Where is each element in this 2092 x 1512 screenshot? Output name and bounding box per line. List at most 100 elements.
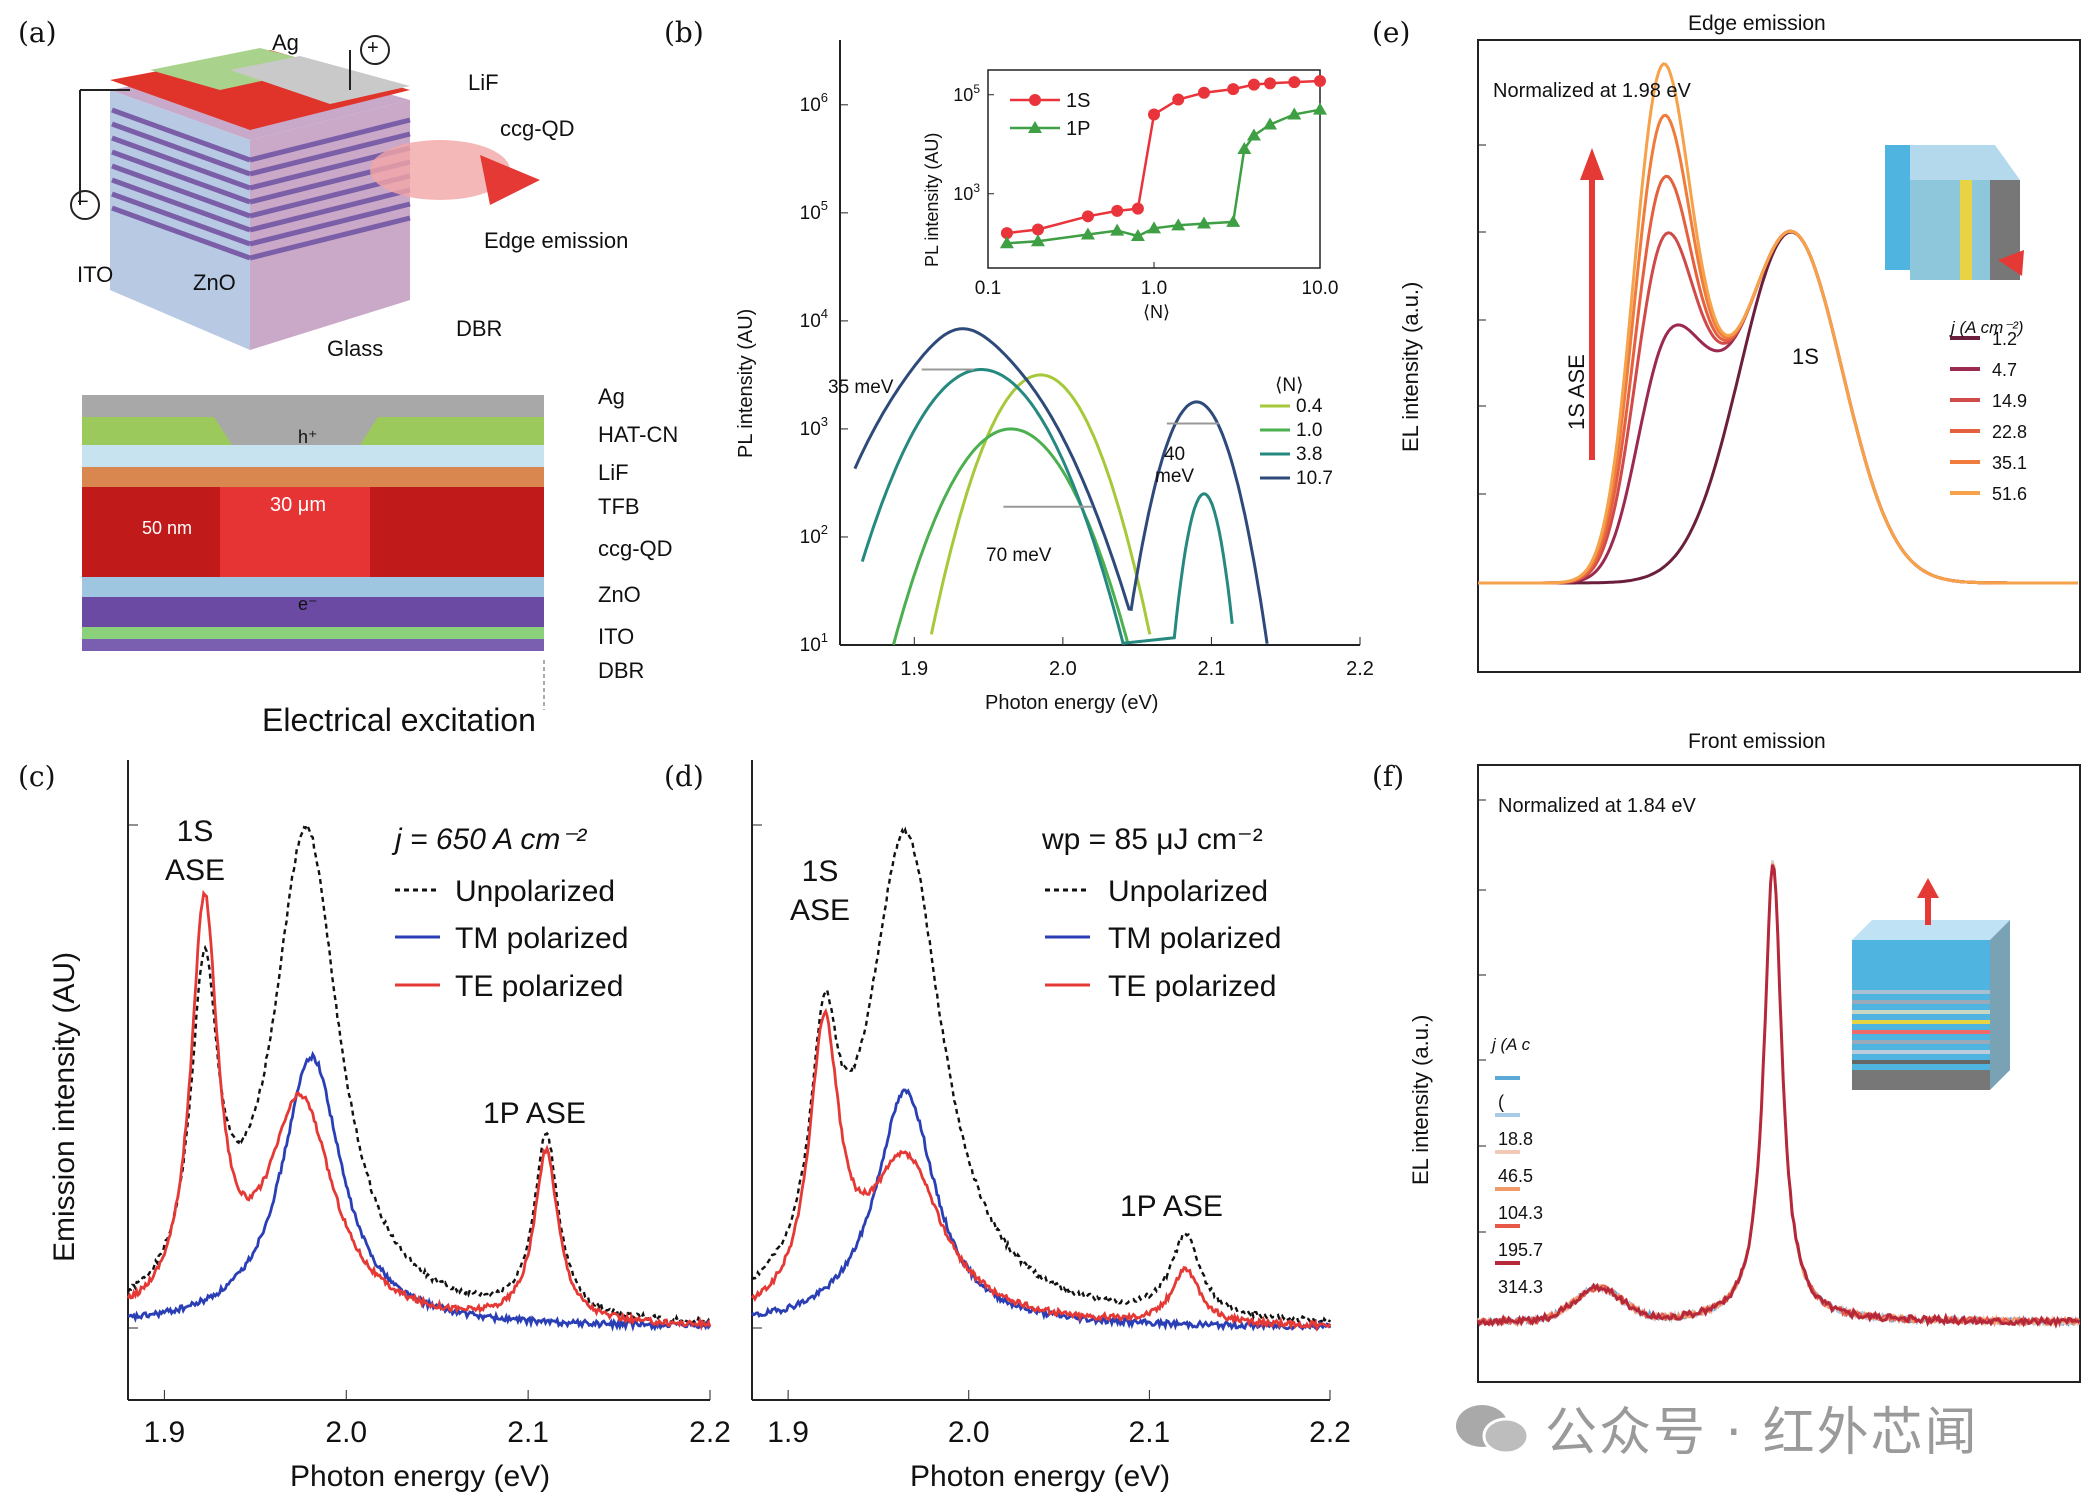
b-ytick-label: 101	[800, 630, 828, 656]
device-3d	[70, 35, 540, 350]
f-cube-layer	[1852, 1030, 1990, 1034]
b-ytick-label: 105	[800, 198, 828, 224]
b-legend-label-3.8: 3.8	[1296, 444, 1322, 465]
e-cube-yellow	[1960, 180, 1972, 280]
d-xtick-label: 2.1	[1129, 1416, 1171, 1449]
b-inset-point-1S	[1264, 77, 1277, 90]
e-legend-label-14.9: 14.9	[1992, 391, 2027, 411]
panel-label-c: (c)	[18, 760, 56, 793]
e-legend-label-4.7: 4.7	[1992, 360, 2017, 380]
b-inset-point-1P	[1226, 214, 1241, 227]
label-dbr: DBR	[456, 316, 503, 341]
b-series-3.8	[860, 368, 1234, 645]
label-electron: e⁻	[298, 594, 318, 614]
label-glass: Glass	[327, 336, 384, 361]
plus-sign: +	[367, 37, 379, 59]
f-cube-layer	[1852, 1050, 1990, 1054]
layer-zno: ZnO	[598, 582, 641, 607]
label-ito: ITO	[77, 262, 114, 287]
b-inset-xlabel: ⟨N⟩	[1143, 302, 1171, 322]
e-cube-front	[1885, 145, 1910, 270]
layer-hatcn: HAT-CN	[598, 422, 679, 447]
e-legend-label-35.1: 35.1	[1992, 453, 2027, 473]
e-legend-label-1.2: 1.2	[1992, 329, 2017, 349]
b-inset-xtick-label: 1.0	[1141, 278, 1167, 299]
f-cube-arrow-shaft	[1925, 890, 1931, 925]
b-inset-legend-marker	[1028, 121, 1042, 133]
c-legend-label-1: TM polarized	[455, 922, 628, 955]
f-note: Normalized at 1.84 eV	[1498, 795, 1696, 817]
f-legend-label-0: (	[1498, 1092, 1504, 1112]
e-arrow-head	[1580, 148, 1604, 180]
b-inset-point-1P	[1287, 107, 1302, 120]
panel-label-f: (f)	[1372, 760, 1405, 793]
b-inset-point-1P	[1196, 216, 1211, 229]
layer-ag: Ag	[598, 384, 625, 409]
b-inset-point-1P	[1171, 218, 1186, 231]
b-legend-label-1.0: 1.0	[1296, 420, 1322, 441]
b-inset-frame	[987, 69, 1321, 269]
b-inset-legend-1S: 1S	[1066, 90, 1090, 112]
d-legend-label-2: TE polarized	[1108, 970, 1276, 1003]
e-legend-label-51.6: 51.6	[1992, 484, 2027, 504]
b-inset-xtick-label: 10.0	[1302, 278, 1339, 299]
f-legend-title: j (A c	[1492, 1035, 1531, 1054]
c-annot-1s: 1S ASE	[165, 815, 226, 887]
d-legend-title: wp = 85 μJ cm⁻²	[1042, 823, 1263, 856]
b-inset-point-1P	[1147, 221, 1161, 234]
e-title: Edge emission	[1688, 12, 1826, 35]
label-50nm: 50 nm	[142, 518, 193, 538]
e-annot-1sase: 1S ASE	[1564, 354, 1589, 430]
d-legend-label-1: TM polarized	[1108, 922, 1281, 955]
c-series-te	[126, 889, 712, 1332]
b-inset-legend-1P: 1P	[1066, 118, 1090, 140]
d-series-tm	[750, 1088, 1332, 1332]
b-inset-point-1S	[1247, 78, 1260, 91]
b-inset-point-1S	[1227, 83, 1240, 96]
b-xlabel: Photon energy (eV)	[985, 692, 1159, 714]
b-ytick-label: 104	[800, 306, 828, 332]
b-inset-point-1S	[1172, 93, 1185, 106]
e-cube-arrow	[1998, 250, 2024, 276]
b-legend-label-10.7: 10.7	[1296, 468, 1333, 489]
b-xtick-label: 2.1	[1198, 658, 1226, 680]
b-series-0.4	[929, 373, 1152, 635]
f-ylabel: EL intensity (a.u.)	[1408, 1014, 1433, 1185]
b-inset-point-1P	[1313, 102, 1327, 115]
d-xlabel: Photon energy (eV)	[910, 1460, 1171, 1493]
watermark-text: 公众号 · 红外芯闻	[1545, 1403, 1979, 1463]
e-series-51.6	[1478, 62, 2078, 585]
label-lif: LiF	[468, 70, 499, 95]
c-xtick-label: 2.1	[507, 1416, 549, 1449]
panel-label-a: (a)	[18, 16, 57, 49]
f-legend-label-5: 314.3	[1498, 1277, 1543, 1297]
e-legend-label-22.8: 22.8	[1992, 422, 2027, 442]
device-cross-section	[82, 395, 545, 710]
panel-label-d: (d)	[664, 760, 704, 793]
c-ylabel: Emission intensity (AU)	[48, 951, 81, 1262]
b-annot-40mev: 40 meV	[1155, 444, 1195, 487]
b-inset-point-1P	[1110, 223, 1125, 236]
f-cube-base	[1852, 1070, 1990, 1090]
b-ytick-label: 102	[800, 522, 828, 548]
b-legend-label-0.4: 0.4	[1296, 396, 1323, 417]
wechat-icon	[1456, 1405, 1530, 1455]
d-series-te	[750, 1007, 1332, 1332]
f-cube-top	[1852, 920, 2010, 940]
c-legend-title: j = 650 A cm⁻²	[395, 823, 587, 856]
f-cube-layer	[1852, 1010, 1990, 1014]
b-xtick-label: 1.9	[900, 658, 928, 680]
d-xtick-label: 2.0	[948, 1416, 990, 1449]
b-inset-point-1P	[1246, 128, 1261, 141]
c-xtick-label: 2.0	[325, 1416, 367, 1449]
b-inset-point-1S	[1081, 210, 1094, 223]
label-hole: h⁺	[298, 427, 318, 447]
layer-ccgqd: ccg-QD	[598, 536, 673, 561]
f-cube-side	[1990, 920, 2010, 1090]
e-ylabel: EL intensity (a.u.)	[1398, 281, 1423, 452]
b-inset-xtick-label: 0.1	[975, 278, 1001, 299]
e-frame	[1477, 39, 2081, 673]
b-inset-point-1S	[1314, 74, 1326, 87]
e-annot-1s: 1S	[1792, 344, 1819, 369]
